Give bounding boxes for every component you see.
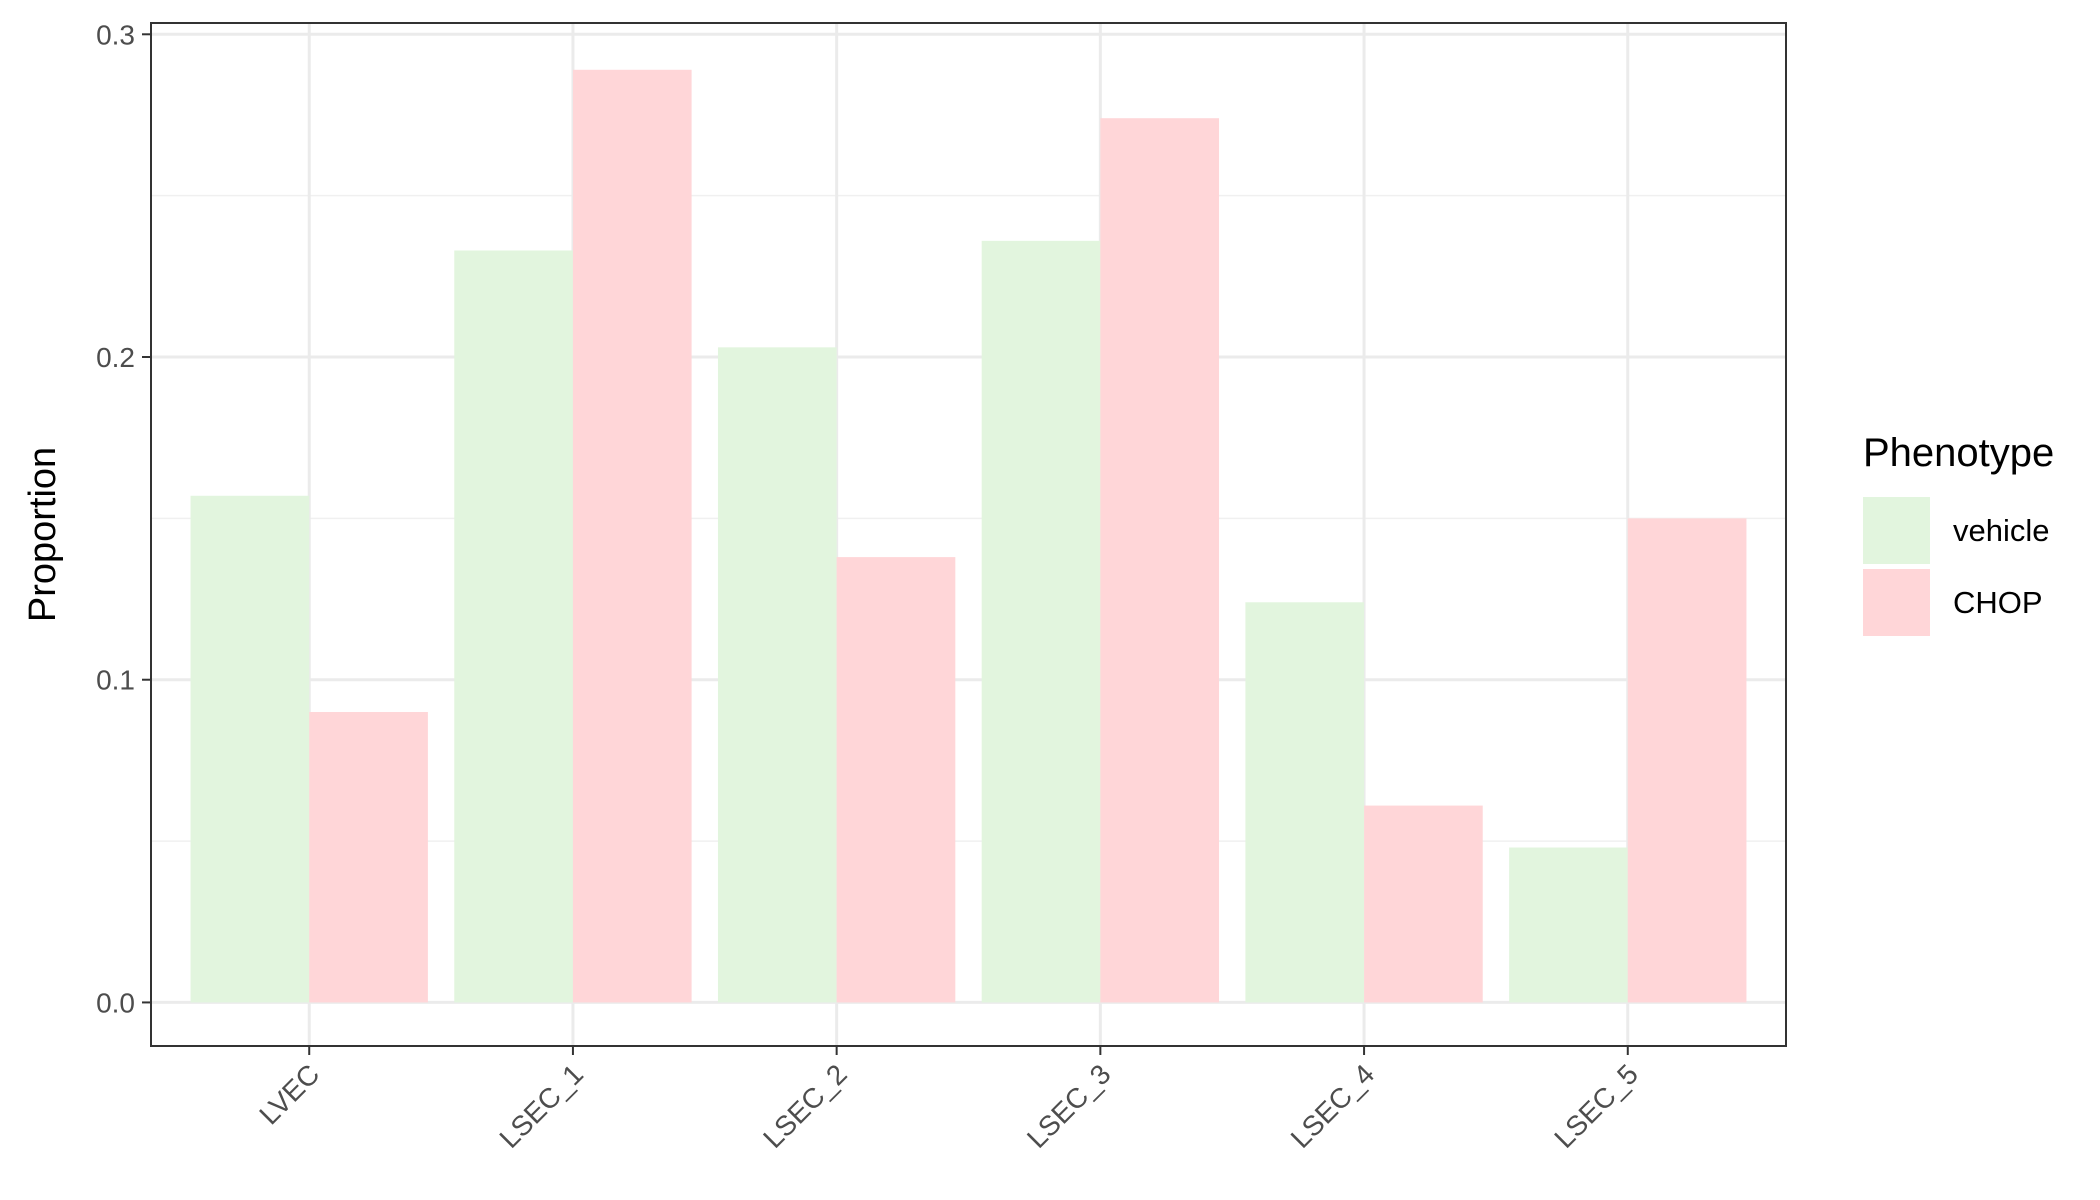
bar-vehicle-LSEC_4 [1245,602,1365,1003]
bar-layer [190,69,1747,1003]
legend-key-vehicle [1863,497,1930,564]
legend-items: vehicle CHOP [1863,497,2050,636]
y-tick-label: 0.2 [96,342,135,373]
bar-CHOP-LSEC_4 [1364,805,1483,1003]
bar-vehicle-LSEC_3 [981,240,1101,1003]
bar-vehicle-LSEC_2 [717,347,837,1003]
legend-label-vehicle: vehicle [1953,513,2050,548]
legend-key-CHOP [1863,569,1930,636]
legend: Phenotype vehicle CHOP [1863,431,2054,636]
legend-title: Phenotype [1863,431,2054,475]
y-tick-label: 0.1 [96,665,135,696]
legend-label-CHOP: CHOP [1953,585,2043,620]
bar-CHOP-LSEC_2 [836,557,956,1003]
y-tick-label: 0.3 [96,19,135,50]
panel-border [150,22,1787,1047]
y-axis-title: Proportion [22,447,64,622]
bar-vehicle-LVEC [190,495,310,1003]
bar-CHOP-LVEC [309,711,428,1003]
bar-vehicle-LSEC_5 [1509,847,1628,1003]
y-tick-label: 0.0 [96,987,135,1018]
bar-CHOP-LSEC_3 [1100,118,1220,1003]
bar-vehicle-LSEC_1 [454,250,573,1003]
bar-CHOP-LSEC_1 [572,69,692,1003]
bar-CHOP-LSEC_5 [1627,518,1747,1003]
